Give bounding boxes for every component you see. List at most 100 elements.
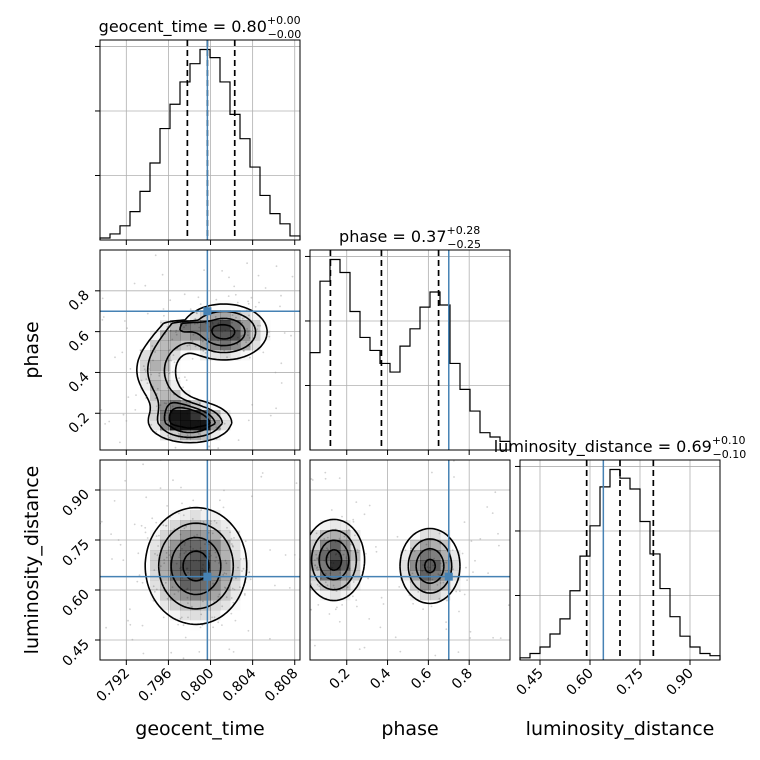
density-bin [150,420,161,431]
sample-point [352,595,354,598]
sample-point [380,596,383,599]
panel-frame-geocent_time [99,39,301,241]
sample-point [113,500,116,502]
truth-marker-phase-luminosity_distance [444,572,453,581]
density-bin [220,330,231,341]
sample-point [221,270,224,272]
sample-point [330,509,333,511]
density-bin [350,580,361,591]
density-bin [210,410,221,421]
sample-point [323,537,326,540]
density-bin [410,550,421,561]
sample-point [213,600,215,603]
sample-point [223,422,226,425]
density-bin [200,400,211,411]
density-bin [340,590,351,601]
density-bin [190,530,201,541]
density-bin [210,600,221,611]
sample-point [174,446,177,449]
density-bin [340,550,351,561]
sample-point [451,549,454,551]
density-bin [320,560,331,571]
sample-point [280,362,283,365]
sample-point [228,276,230,279]
sample-point [364,552,367,555]
sample-point [422,608,424,610]
xtick-label-geocent_time-2: 0.800 [178,666,218,706]
sample-point [243,350,245,352]
sample-point [434,654,437,657]
xtick-label-geocent_time-3: 0.804 [220,665,260,705]
sample-point [352,518,355,521]
density-bin [220,310,231,321]
density-bin [190,320,201,331]
density-bin [190,520,201,531]
density-bin [160,520,171,531]
sample-point [247,330,249,333]
sample-point [382,603,385,605]
sample-point [375,546,377,548]
density-bin [230,310,241,321]
sample-point [138,574,141,577]
sample-point [217,595,220,598]
panel-frame-phase [309,249,511,451]
sample-point [158,374,161,377]
sample-point [142,652,145,655]
sample-point [341,515,343,518]
density-bin [410,570,421,581]
sample-point [228,648,231,651]
density-bin [180,530,191,541]
sample-point [185,401,188,403]
sample-point [155,521,158,524]
density-bin [170,540,181,551]
sample-point [423,589,426,592]
sample-point [218,593,221,596]
sample-point [168,546,170,549]
sample-point [212,626,215,629]
sample-point [396,535,399,538]
density-bin [150,530,161,541]
density-bin [410,560,421,571]
sample-point [233,285,236,288]
panel-frame-geocent_time-phase [99,249,301,451]
sample-point [472,571,474,573]
density-bin [190,400,201,411]
sample-point [251,495,253,498]
sample-point [249,356,251,359]
density-bin [340,570,351,581]
sample-point [162,524,165,527]
density-bin [310,550,321,561]
sample-point [441,565,444,567]
density-bin [240,310,251,321]
density-bin [420,540,431,551]
sample-point [111,558,113,560]
y-axis-label-phase: phase [21,321,43,378]
density-bin [240,330,251,341]
sample-point [430,605,433,608]
density-bin [160,330,171,341]
sample-point [248,314,250,317]
density-bin [440,560,451,571]
sample-point [168,349,171,351]
sample-point [202,521,205,523]
density-bin [200,350,211,361]
density-bin [210,420,221,431]
sample-point [215,426,218,429]
sample-point [368,618,371,620]
density-bin [430,590,441,601]
sample-point [173,593,176,595]
sample-point [463,593,466,596]
sample-point [363,646,366,649]
sample-point [242,567,245,570]
sample-point [158,372,161,375]
sample-point [355,599,358,601]
sample-point [170,359,173,362]
sample-point [231,544,234,547]
sample-point [159,487,162,489]
density-bin [320,580,331,591]
sample-point [152,599,155,602]
sample-point [248,571,251,574]
density-bin [180,600,191,611]
density-phase-luminosity_distance [310,460,510,660]
